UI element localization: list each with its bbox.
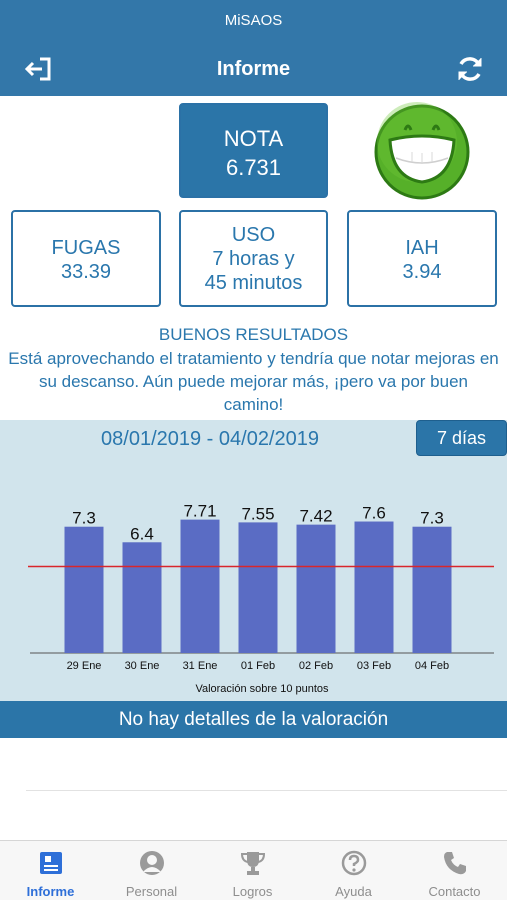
bar-value-label: 7.71 [183,502,216,521]
nota-card: NOTA 6.731 [179,103,328,198]
app-header: MiSAOS Informe [0,0,507,96]
bar [354,521,394,653]
trophy-icon [240,852,266,875]
refresh-icon[interactable] [455,54,485,84]
iah-card: IAH 3.94 [347,210,497,307]
x-tick-label: 31 Ene [183,660,218,672]
x-tick-label: 30 Ene [125,660,160,672]
date-range: 08/01/2019 - 04/02/2019 [101,428,319,450]
result-title: BUENOS RESULTADOS [158,325,349,344]
page-title: Informe [216,58,291,80]
period-button[interactable]: 7 días [416,420,507,456]
bar [64,526,104,653]
result-text: Está aprovechando el tratamiento y tendr… [8,349,499,414]
phone-icon [444,852,466,875]
bar-value-label: 7.42 [299,507,332,526]
bar [296,524,336,653]
divider [26,790,507,791]
x-tick-label: 04 Feb [415,660,449,672]
x-axis-title: Valoración sobre 10 puntos [195,683,329,695]
details-bar[interactable]: No hay detalles de la valoración [0,701,507,738]
bar-value-label: 7.3 [72,509,96,528]
tab-ayuda[interactable]: Ayuda [303,841,404,900]
iah-label: IAH [405,237,439,259]
x-tick-label: 03 Feb [357,660,391,672]
fugas-card: FUGAS 33.39 [11,210,161,307]
bar [180,519,220,653]
tab-label: Personal [125,884,178,899]
x-tick-label: 29 Ene [67,660,102,672]
tab-contacto[interactable]: Contacto [404,841,505,900]
bar-value-label: 6.4 [130,524,154,543]
fugas-value: 33.39 [60,261,112,283]
uso-label: USO [231,224,276,246]
x-tick-label: 02 Feb [299,660,333,672]
fugas-label: FUGAS [51,237,121,259]
nota-value: 6.731 [225,155,282,180]
bar [238,522,278,653]
uso-value-minutes: 45 minutos [204,272,303,294]
smiley-face-icon [374,102,470,200]
bar [412,526,452,653]
tab-label: Logros [232,884,273,899]
uso-value-hours: 7 horas y [212,248,295,270]
chart-panel: 7.3 29 Ene 6.4 30 Ene 7.71 31 Ene 7.55 01 Feb 7.… [0,420,507,701]
status-bar-title: MiSAOS [224,12,283,29]
tab-label: Informe [26,884,75,899]
tab-label: Ayuda [335,884,372,899]
logout-icon[interactable] [24,54,54,84]
report-icon [40,852,62,874]
help-icon [341,850,367,876]
iah-value: 3.94 [402,261,442,283]
person-icon [140,851,164,875]
tab-logros[interactable]: Logros [202,841,303,900]
uso-card: USO 7 horas y 45 minutos [179,210,328,307]
bar-value-label: 7.3 [420,509,444,528]
nota-label: NOTA [223,126,284,151]
tab-personal[interactable]: Personal [101,841,202,900]
tab-informe[interactable]: Informe [0,841,101,900]
tab-bar: Informe Personal Logros Ayuda Contac [0,840,507,900]
x-tick-label: 01 Feb [241,660,275,672]
bar-value-label: 7.55 [241,504,274,523]
bar-chart: 7.3 29 Ene 6.4 30 Ene 7.71 31 Ene 7.55 01 Feb 7.… [28,502,494,695]
bar [122,542,162,653]
bar-value-label: 7.6 [362,504,386,523]
tab-label: Contacto [428,884,481,899]
